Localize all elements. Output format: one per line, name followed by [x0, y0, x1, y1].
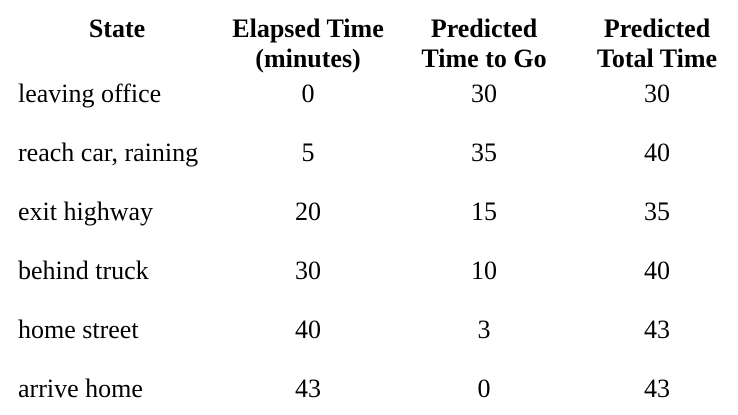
- elapsed-cell: 0: [301, 79, 315, 108]
- to-go-cell: 15: [471, 197, 497, 226]
- header-time-to-go: Predicted Time to Go: [394, 14, 574, 74]
- total-cell: 30: [644, 79, 670, 108]
- elapsed-cell: 30: [295, 256, 321, 285]
- elapsed-cell: 20: [295, 197, 321, 226]
- header-state: State: [72, 14, 162, 44]
- state-cell: leaving office: [18, 79, 162, 108]
- to-go-cell: 10: [471, 256, 497, 285]
- state-cell: home street: [18, 315, 139, 344]
- header-total-line1: Predicted: [603, 14, 711, 43]
- header-elapsed-line1: Elapsed Time: [232, 14, 384, 43]
- state-cell: reach car, raining: [18, 138, 199, 167]
- header-to-go-line1: Predicted: [430, 14, 538, 43]
- header-total-time: Predicted Total Time: [567, 14, 738, 74]
- state-cell: behind truck: [18, 256, 149, 285]
- elapsed-cell: 43: [295, 374, 321, 403]
- to-go-cell: 3: [477, 315, 491, 344]
- header-elapsed-line2: (minutes): [255, 44, 361, 73]
- header-state-label: State: [88, 14, 146, 43]
- header-to-go-line2: Time to Go: [421, 44, 547, 73]
- elapsed-cell: 40: [295, 315, 321, 344]
- state-cell: exit highway: [18, 197, 154, 226]
- total-cell: 35: [644, 197, 670, 226]
- total-cell: 40: [644, 138, 670, 167]
- state-cell: arrive home: [18, 374, 143, 403]
- header-elapsed-time: Elapsed Time (minutes): [218, 14, 398, 74]
- to-go-cell: 0: [477, 374, 491, 403]
- elapsed-cell: 5: [301, 138, 315, 167]
- total-cell: 43: [644, 374, 670, 403]
- to-go-cell: 35: [471, 138, 497, 167]
- total-cell: 40: [644, 256, 670, 285]
- total-cell: 43: [644, 315, 670, 344]
- to-go-cell: 30: [471, 79, 497, 108]
- header-total-line2: Total Time: [596, 44, 718, 73]
